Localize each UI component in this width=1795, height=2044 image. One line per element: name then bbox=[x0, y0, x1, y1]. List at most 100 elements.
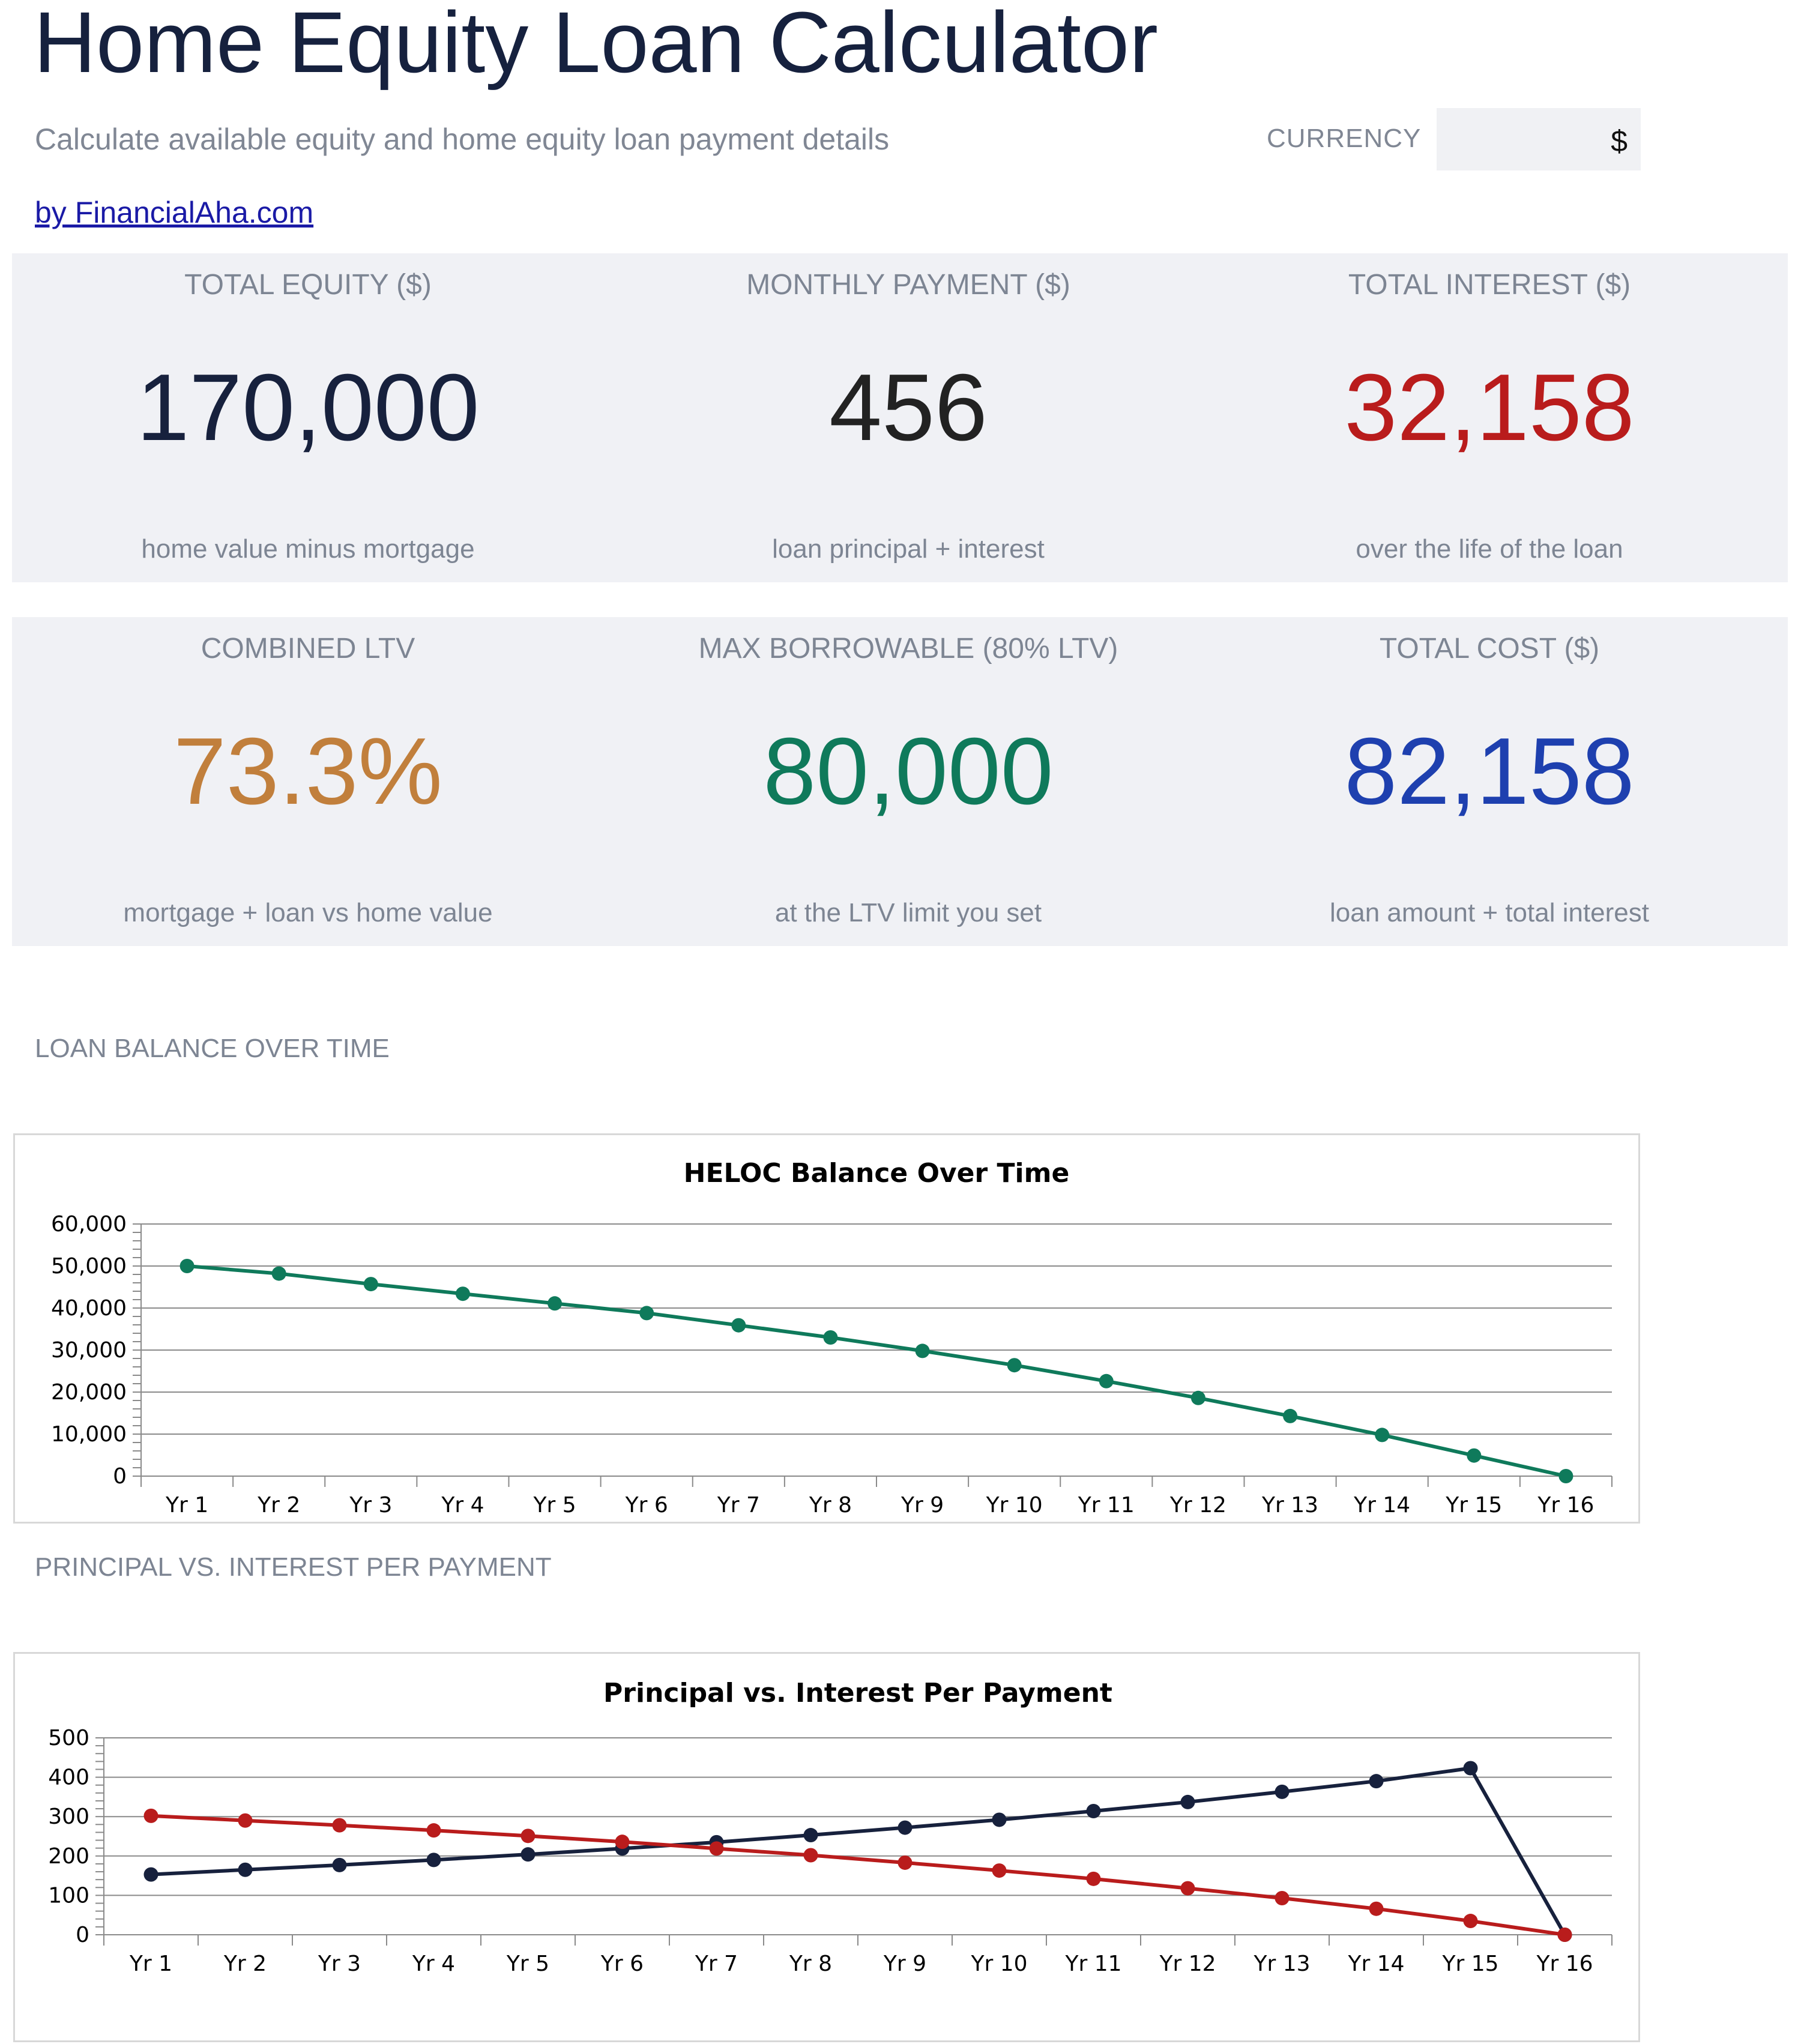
x-tick-label: Yr 13 bbox=[1253, 1952, 1310, 1976]
data-point bbox=[1557, 1928, 1572, 1942]
chart-title: Principal vs. Interest Per Payment bbox=[603, 1678, 1112, 1708]
metric-caption: at the LTV limit you set bbox=[774, 898, 1042, 927]
data-point bbox=[1180, 1794, 1195, 1809]
data-point bbox=[1375, 1427, 1390, 1443]
metric-caption: over the life of the loan bbox=[1356, 534, 1623, 564]
data-point bbox=[238, 1813, 253, 1828]
x-tick-label: Yr 4 bbox=[441, 1493, 484, 1518]
balance-chart-svg: HELOC Balance Over Time 0 10,000 20,000 30,0… bbox=[51, 1158, 1612, 1518]
metric-caption: mortgage + loan vs home value bbox=[123, 898, 493, 927]
data-point bbox=[1007, 1358, 1022, 1373]
data-point bbox=[1275, 1784, 1290, 1799]
series-line-0 bbox=[151, 1766, 1567, 1936]
y-tick-label: 200 bbox=[48, 1844, 89, 1869]
y-tick-label: 500 bbox=[48, 1726, 89, 1750]
x-tick-label: Yr 14 bbox=[1353, 1493, 1410, 1518]
x-tick-label: Yr 8 bbox=[789, 1952, 832, 1976]
data-point bbox=[992, 1812, 1007, 1827]
chart-title: HELOC Balance Over Time bbox=[684, 1158, 1070, 1189]
y-tick-label: 60,000 bbox=[51, 1212, 127, 1237]
y-tick-label: 40,000 bbox=[51, 1296, 127, 1321]
data-point bbox=[426, 1853, 441, 1868]
metric-caption: loan amount + total interest bbox=[1330, 898, 1649, 927]
metric-monthly-payment: MONTHLY PAYMENT ($) 456 loan principal +… bbox=[612, 253, 1204, 582]
y-tick-label: 0 bbox=[113, 1464, 127, 1489]
x-tick-label: Yr 6 bbox=[600, 1952, 644, 1976]
metric-label: TOTAL EQUITY ($) bbox=[184, 269, 432, 301]
x-tick-label: Yr 12 bbox=[1169, 1493, 1226, 1518]
data-point bbox=[520, 1847, 535, 1862]
x-tick-label: Yr 11 bbox=[1064, 1952, 1121, 1976]
data-point bbox=[332, 1818, 347, 1833]
x-tick-label: Yr 2 bbox=[223, 1952, 267, 1976]
metric-value: 80,000 bbox=[763, 719, 1054, 824]
data-point bbox=[1463, 1914, 1478, 1929]
x-tick-label: Yr 10 bbox=[970, 1952, 1027, 1976]
y-tick-label: 30,000 bbox=[51, 1338, 127, 1363]
metric-value: 73.3% bbox=[173, 719, 442, 824]
balance-chart: HELOC Balance Over Time 0 10,000 20,000 30,0… bbox=[13, 1133, 1640, 1524]
data-point bbox=[520, 1828, 535, 1844]
data-point bbox=[898, 1820, 913, 1835]
metric-label: TOTAL COST ($) bbox=[1379, 633, 1600, 665]
metric-label: TOTAL INTEREST ($) bbox=[1348, 269, 1631, 301]
summary-panel-top: TOTAL EQUITY ($) 170,000 home value minu… bbox=[12, 253, 1788, 582]
series-line-1 bbox=[151, 1813, 1565, 1937]
byline-link[interactable]: by FinancialAha.com bbox=[35, 196, 314, 229]
x-tick-label: Yr 1 bbox=[129, 1952, 172, 1976]
page-title: Home Equity Loan Calculator bbox=[34, 0, 1158, 91]
data-point bbox=[332, 1857, 347, 1872]
data-point bbox=[1086, 1871, 1101, 1886]
x-tick-label: Yr 12 bbox=[1159, 1952, 1216, 1976]
data-point bbox=[1099, 1373, 1114, 1388]
metric-label: MONTHLY PAYMENT ($) bbox=[746, 269, 1070, 301]
data-point bbox=[803, 1848, 818, 1863]
metric-combined-ltv: COMBINED LTV 73.3% mortgage + loan vs ho… bbox=[12, 617, 604, 946]
x-tick-label: Yr 9 bbox=[883, 1952, 926, 1976]
x-tick-label: Yr 3 bbox=[318, 1952, 361, 1976]
metric-total-equity: TOTAL EQUITY ($) 170,000 home value minu… bbox=[12, 253, 604, 582]
page-subtitle: Calculate available equity and home equi… bbox=[35, 122, 890, 156]
x-tick-label: Yr 15 bbox=[1441, 1952, 1498, 1976]
metric-total-cost: TOTAL COST ($) 82,158 loan amount + tota… bbox=[1193, 617, 1785, 946]
currency-value: $ bbox=[1611, 124, 1628, 158]
data-point bbox=[143, 1808, 158, 1823]
data-point bbox=[426, 1823, 441, 1838]
x-tick-label: Yr 2 bbox=[257, 1493, 300, 1518]
x-tick-label: Yr 16 bbox=[1536, 1952, 1593, 1976]
data-point bbox=[1467, 1448, 1482, 1463]
metric-value: 82,158 bbox=[1344, 719, 1635, 824]
currency-input[interactable]: $ bbox=[1437, 108, 1641, 170]
metric-label: MAX BORROWABLE (80% LTV) bbox=[698, 633, 1118, 665]
data-point bbox=[1463, 1761, 1478, 1776]
x-tick-label: Yr 3 bbox=[349, 1493, 392, 1518]
data-point bbox=[1180, 1881, 1195, 1896]
metric-value: 170,000 bbox=[136, 355, 480, 460]
data-point bbox=[1190, 1390, 1205, 1405]
data-point bbox=[455, 1286, 470, 1301]
series-line-0 bbox=[187, 1264, 1567, 1478]
metric-value: 32,158 bbox=[1344, 355, 1635, 460]
x-tick-label: Yr 7 bbox=[717, 1493, 760, 1518]
data-point bbox=[548, 1296, 563, 1311]
x-tick-label: Yr 1 bbox=[165, 1493, 208, 1518]
summary-panel-bottom: COMBINED LTV 73.3% mortgage + loan vs ho… bbox=[12, 617, 1788, 946]
data-point bbox=[639, 1306, 654, 1321]
data-point bbox=[731, 1318, 746, 1333]
x-tick-label: Yr 16 bbox=[1537, 1493, 1594, 1518]
section-label-principal-interest: PRINCIPAL VS. INTEREST PER PAYMENT bbox=[35, 1552, 552, 1582]
data-point bbox=[615, 1834, 630, 1850]
y-tick-label: 300 bbox=[48, 1804, 89, 1829]
data-point bbox=[803, 1828, 818, 1843]
currency-label: CURRENCY bbox=[1267, 124, 1422, 153]
data-point bbox=[898, 1855, 913, 1870]
data-point bbox=[1369, 1774, 1384, 1789]
x-tick-label: Yr 14 bbox=[1347, 1952, 1404, 1976]
data-point bbox=[915, 1343, 930, 1358]
x-tick-label: Yr 7 bbox=[695, 1952, 738, 1976]
data-point bbox=[143, 1867, 158, 1882]
y-tick-label: 100 bbox=[48, 1883, 89, 1908]
x-tick-label: Yr 10 bbox=[986, 1493, 1043, 1518]
section-label-balance: LOAN BALANCE OVER TIME bbox=[35, 1034, 390, 1063]
metric-value: 456 bbox=[829, 355, 988, 460]
